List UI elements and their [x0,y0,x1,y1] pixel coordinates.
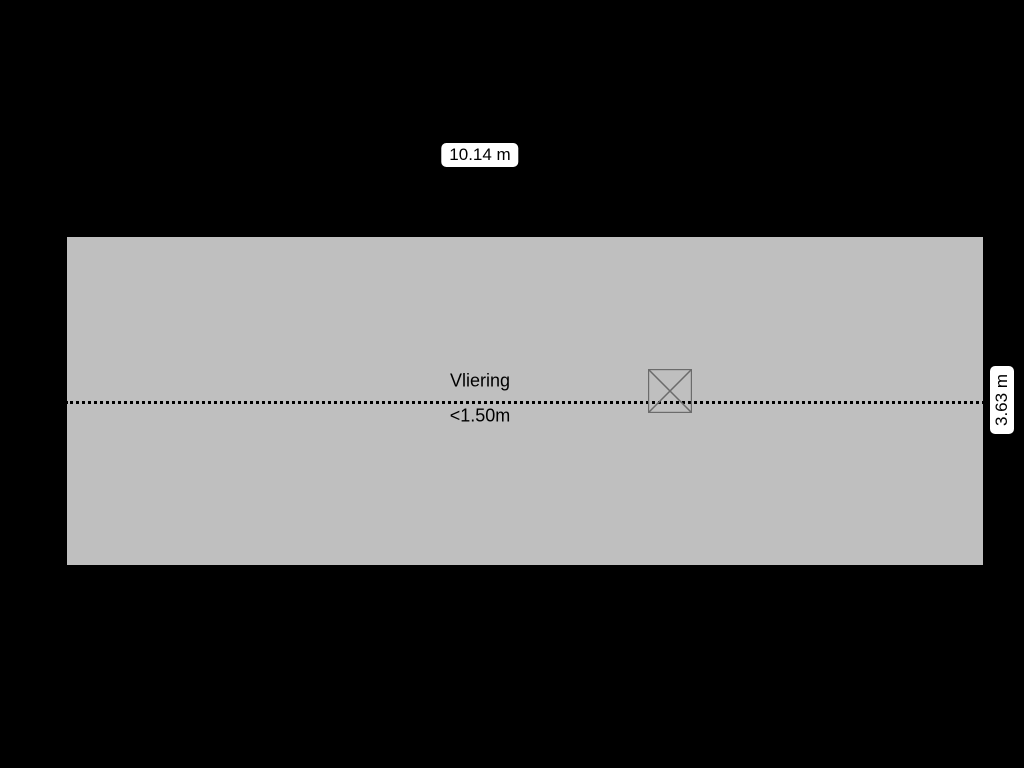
room-label-line1: Vliering [450,369,510,392]
floorplan-stage: Vliering <1.50m 10.14 m 3.63 m [0,0,1024,768]
cross-box-symbol [648,369,692,413]
width-dimension-label: 10.14 m [441,143,518,167]
dotted-centerline [65,401,985,404]
height-dimension-label: 3.63 m [990,366,1014,434]
room-label-line2: <1.50m [450,404,511,427]
top-wall-band [65,206,985,223]
bottom-wall-band [65,577,985,594]
